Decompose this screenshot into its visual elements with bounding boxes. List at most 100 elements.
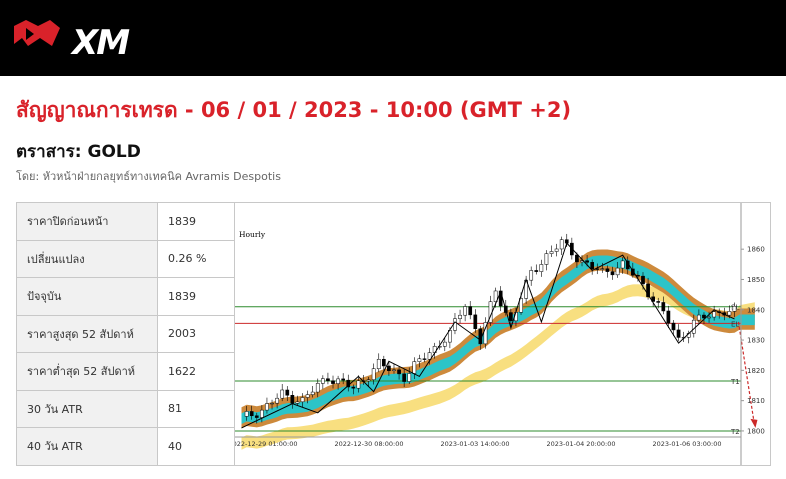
stat-value: 0.26 %: [157, 239, 236, 278]
candle-body: [458, 314, 462, 319]
instrument-heading: ตราสาร: GOLD: [16, 142, 141, 162]
candle-body: [544, 253, 549, 265]
candle-body: [290, 395, 295, 404]
candle-body: [371, 368, 376, 380]
candle-body: [509, 312, 513, 322]
candle-body: [417, 358, 422, 362]
candle-body: [519, 298, 523, 313]
stat-label: ราคาปิดก่อนหน้า: [16, 202, 158, 241]
xm-logo-mark-icon: [14, 20, 60, 46]
stat-value: 40: [157, 427, 236, 466]
candle-body: [473, 314, 478, 330]
stats-row: ปัจจุบัน 1839: [16, 277, 236, 316]
candle-body: [656, 301, 661, 303]
candle-body: [590, 262, 595, 269]
site-header: XM: [0, 0, 786, 76]
candle-body: [265, 403, 269, 411]
candle-body: [702, 314, 706, 319]
x-tick-label: 2023-01-03 14:00:00: [440, 440, 509, 448]
candle-body: [615, 267, 620, 276]
candle-body: [336, 378, 340, 384]
candle-body: [392, 369, 396, 372]
candle-body: [376, 358, 381, 369]
level-label-t2: T2: [730, 428, 740, 436]
candle-body: [651, 296, 656, 302]
candle-body: [437, 346, 442, 348]
candle-body: [727, 311, 732, 316]
candle-body: [493, 290, 498, 302]
candle-body: [630, 268, 635, 276]
candle-body: [254, 415, 259, 418]
candle-body: [285, 389, 290, 396]
candle-body: [402, 373, 407, 382]
candle-body: [397, 369, 401, 375]
stat-label: 30 วัน ATR: [16, 389, 158, 428]
candle-body: [483, 322, 488, 345]
stat-label: เปลี่ยนแปลง: [16, 239, 158, 278]
y-tick-label: 1860: [747, 246, 765, 254]
zigzag-line: [241, 242, 735, 429]
price-chart-svg: SLELT1T218001810182018301840185018602022…: [235, 203, 765, 465]
stat-value: 81: [157, 389, 236, 428]
candle-body: [605, 268, 610, 272]
candle-body: [442, 341, 447, 347]
chart-title: Hourly: [239, 230, 266, 239]
candle-body: [356, 380, 361, 389]
stats-row: 30 วัน ATR 81: [16, 389, 236, 428]
candle-body: [641, 275, 645, 285]
candle-body: [534, 270, 539, 272]
candle-body: [539, 264, 544, 272]
stat-value: 2003: [157, 314, 236, 353]
candle-body: [554, 248, 559, 252]
candle-body: [320, 378, 325, 384]
candle-body: [280, 389, 285, 399]
candle-body: [295, 401, 300, 404]
candle-body: [620, 260, 625, 269]
candle-body: [381, 358, 386, 367]
candle-body: [351, 386, 356, 389]
candle-body: [666, 310, 671, 324]
stat-value: 1839: [157, 277, 236, 316]
x-tick-label: 2022-12-30 08:00:00: [334, 440, 403, 448]
page-title: สัญญาณการเทรด - 06 / 01 / 2023 - 10:00 (…: [16, 98, 572, 122]
candle-body: [600, 268, 605, 270]
xm-logo-text: XM: [72, 23, 130, 63]
candle-body: [412, 361, 417, 374]
stat-label: ราคาต่ำสุด 52 สัปดาห์: [16, 352, 158, 391]
x-tick-label: 2023-01-06 03:00:00: [652, 440, 721, 448]
candle-body: [422, 358, 427, 360]
candle-body: [707, 316, 711, 319]
candle-body: [244, 411, 249, 417]
inner-band: [241, 255, 755, 424]
candle-body: [646, 283, 650, 298]
candle-body: [559, 239, 564, 250]
y-tick-label: 1830: [747, 337, 765, 345]
candle-body: [427, 352, 432, 360]
stat-label: ราคาสูงสุด 52 สัปดาห์: [16, 314, 158, 353]
candle-body: [326, 378, 330, 382]
candle-body: [529, 270, 534, 281]
candle-body: [407, 373, 412, 382]
candle-body: [585, 260, 589, 263]
candle-body: [341, 378, 346, 381]
y-tick-label: 1850: [747, 276, 765, 284]
stat-value: 1839: [157, 202, 236, 241]
xm-logo[interactable]: XM: [12, 16, 132, 61]
stats-row: ราคาปิดก่อนหน้า 1839: [16, 202, 236, 241]
candle-body: [387, 365, 391, 372]
x-tick-label: 2022-12-29 01:00:00: [235, 440, 298, 448]
lower-band: [241, 284, 755, 450]
candle-body: [305, 394, 310, 398]
candle-body: [697, 314, 701, 321]
author-byline: โดย: หัวหน้าฝ่ายกลยุทธ์ทางเทคนิค Avramis…: [16, 170, 281, 183]
forecast-arrow-head-icon: [750, 418, 758, 428]
candle-body: [310, 391, 315, 395]
candle-body: [463, 306, 467, 316]
candle-body: [260, 409, 264, 418]
price-chart: SLELT1T218001810182018301840185018602022…: [234, 202, 771, 466]
candle-body: [732, 305, 737, 312]
candle-body: [712, 311, 716, 318]
candle-body: [315, 383, 320, 393]
candle-body: [300, 397, 305, 403]
candle-body: [661, 302, 666, 312]
